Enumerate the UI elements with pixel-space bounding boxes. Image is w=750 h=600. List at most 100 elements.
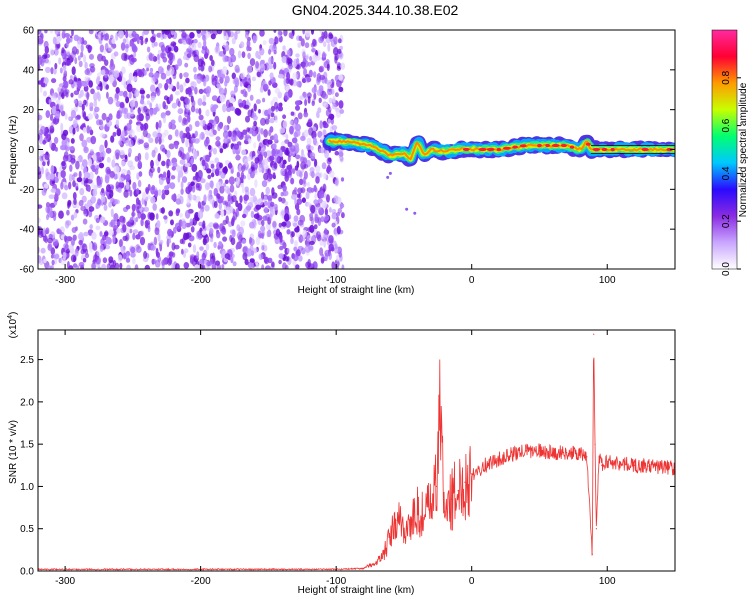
noise-blob <box>189 32 195 39</box>
chart-title: GN04.2025.344.10.38.E02 <box>292 2 459 18</box>
noise-blob <box>115 100 121 107</box>
noise-blob <box>150 84 156 93</box>
noise-blob <box>163 129 169 136</box>
y-tick-label: 2.5 <box>20 355 34 366</box>
noise-blob <box>191 163 198 173</box>
noise-blob <box>79 133 84 142</box>
noise-blob <box>216 231 221 239</box>
noise-blob <box>300 61 306 68</box>
noise-blob <box>245 205 252 211</box>
noise-blob <box>262 215 268 221</box>
noise-blob <box>205 31 211 38</box>
noise-blob <box>132 181 137 191</box>
snr-data-point <box>471 473 473 475</box>
noise-blob <box>222 142 228 149</box>
noise-blob <box>174 244 180 250</box>
noise-blob <box>51 78 57 84</box>
noise-blob <box>277 30 282 36</box>
noise-blob <box>92 152 97 162</box>
noise-blob <box>84 76 89 82</box>
noise-blob <box>315 176 320 184</box>
y-tick-label: 20 <box>23 105 35 116</box>
x-tick-label: -200 <box>191 275 211 286</box>
noise-blob <box>197 230 201 238</box>
noise-blob <box>159 52 166 59</box>
noise-blob <box>143 142 149 149</box>
noise-blob <box>274 87 280 94</box>
noise-blob <box>255 99 261 105</box>
noise-blob <box>194 86 198 95</box>
noise-blob <box>202 94 206 102</box>
noise-blob <box>204 204 210 212</box>
noise-blob <box>64 184 69 191</box>
noise-blob <box>255 50 260 59</box>
noise-blob <box>232 261 237 267</box>
noise-blob <box>123 90 128 98</box>
noise-blob <box>316 89 323 96</box>
noise-blob <box>81 103 85 111</box>
snr-data-point <box>538 450 541 452</box>
noise-blob <box>281 163 286 169</box>
noise-blob <box>290 237 294 245</box>
noise-blob <box>339 203 345 209</box>
snr-data-point <box>591 553 593 555</box>
noise-blob <box>80 51 84 58</box>
noise-blob <box>294 154 301 160</box>
noise-blob <box>222 130 229 139</box>
noise-blob <box>183 72 189 78</box>
noise-blob <box>98 119 104 126</box>
noise-blob <box>312 54 318 63</box>
noise-blob <box>319 74 326 81</box>
noise-blob <box>54 254 60 259</box>
noise-blob <box>161 193 166 200</box>
noise-blob <box>323 214 330 222</box>
noise-blob <box>331 222 336 228</box>
noise-blob <box>109 170 115 178</box>
noise-blob <box>280 192 284 197</box>
noise-blob <box>255 61 259 69</box>
noise-blob <box>217 124 221 132</box>
noise-blob <box>328 170 335 178</box>
noise-blob <box>214 213 220 219</box>
stray-point <box>413 211 417 215</box>
noise-blob <box>320 257 325 264</box>
colorbar-gradient <box>711 29 738 270</box>
noise-blob <box>223 137 229 144</box>
noise-blob <box>340 177 345 182</box>
noise-blob <box>106 237 112 245</box>
colorbar-tick-label: 0.4 <box>721 166 732 180</box>
noise-blob <box>324 207 328 216</box>
noise-blob <box>333 195 339 203</box>
noise-blob <box>287 155 291 163</box>
noise-blob <box>257 133 261 142</box>
noise-blob <box>183 55 188 60</box>
noise-blob <box>43 183 49 189</box>
noise-blob <box>194 120 200 128</box>
noise-blob <box>168 210 174 217</box>
noise-blob <box>224 179 229 185</box>
noise-blob <box>261 180 268 188</box>
noise-blob <box>124 154 128 160</box>
noise-blob <box>104 59 109 66</box>
noise-blob <box>338 151 344 157</box>
noise-blob <box>62 76 67 82</box>
noise-blob <box>56 99 61 104</box>
noise-blob <box>160 72 167 80</box>
noise-blob <box>224 87 227 96</box>
y-tick-label: 2.0 <box>20 397 34 408</box>
noise-blob <box>76 177 83 183</box>
noise-blob <box>38 54 42 60</box>
noise-blob <box>71 30 74 37</box>
noise-blob <box>237 50 242 59</box>
noise-blob <box>84 61 88 69</box>
noise-blob <box>115 32 119 41</box>
noise-blob <box>100 32 104 41</box>
noise-blob <box>248 262 254 269</box>
noise-blob <box>77 40 81 49</box>
noise-blob <box>131 210 135 219</box>
colorbar-tick-label: 0.0 <box>721 262 732 276</box>
noise-blob <box>64 244 69 249</box>
y-tick-label: 0.0 <box>20 567 34 578</box>
noise-blob <box>209 196 215 205</box>
noise-blob <box>128 139 134 148</box>
